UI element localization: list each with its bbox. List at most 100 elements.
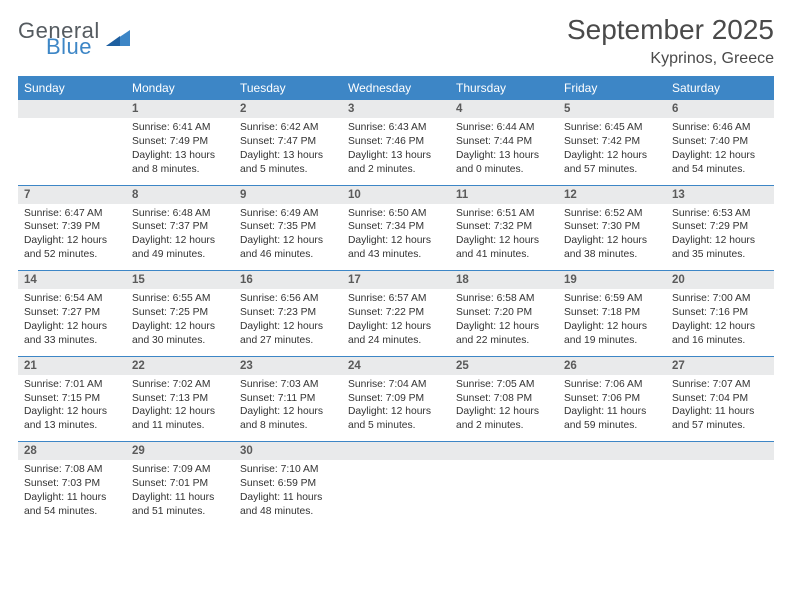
day-cell: [342, 460, 450, 527]
sunrise-text: Sunrise: 6:49 AM: [240, 207, 336, 221]
day-number: 6: [666, 100, 774, 118]
sunset-text: Sunset: 7:44 PM: [456, 135, 552, 149]
day2-text: and 43 minutes.: [348, 248, 444, 262]
sunset-text: Sunset: 7:30 PM: [564, 220, 660, 234]
day-number: 5: [558, 100, 666, 118]
day-cell: Sunrise: 7:00 AMSunset: 7:16 PMDaylight:…: [666, 289, 774, 356]
sunrise-text: Sunrise: 7:05 AM: [456, 378, 552, 392]
day1-text: Daylight: 12 hours: [672, 149, 768, 163]
sunrise-text: Sunrise: 7:04 AM: [348, 378, 444, 392]
sunrise-text: Sunrise: 6:48 AM: [132, 207, 228, 221]
day2-text: and 57 minutes.: [672, 419, 768, 433]
day-cell: Sunrise: 6:52 AMSunset: 7:30 PMDaylight:…: [558, 204, 666, 271]
day-number: 23: [234, 357, 342, 375]
sunrise-text: Sunrise: 6:53 AM: [672, 207, 768, 221]
sunset-text: Sunset: 7:40 PM: [672, 135, 768, 149]
day1-text: Daylight: 12 hours: [672, 234, 768, 248]
day-number: 13: [666, 186, 774, 204]
day-cell: Sunrise: 7:01 AMSunset: 7:15 PMDaylight:…: [18, 375, 126, 442]
day-number: 9: [234, 186, 342, 204]
sunrise-text: Sunrise: 7:02 AM: [132, 378, 228, 392]
day2-text: and 2 minutes.: [456, 419, 552, 433]
week-row: Sunrise: 6:47 AMSunset: 7:39 PMDaylight:…: [18, 204, 774, 272]
day1-text: Daylight: 11 hours: [240, 491, 336, 505]
sunrise-text: Sunrise: 6:57 AM: [348, 292, 444, 306]
day-cell: Sunrise: 6:53 AMSunset: 7:29 PMDaylight:…: [666, 204, 774, 271]
sunset-text: Sunset: 7:11 PM: [240, 392, 336, 406]
day-number-row: 14151617181920: [18, 271, 774, 289]
weekday-monday: Monday: [126, 76, 234, 100]
day1-text: Daylight: 12 hours: [456, 405, 552, 419]
day1-text: Daylight: 12 hours: [132, 320, 228, 334]
sunrise-text: Sunrise: 7:08 AM: [24, 463, 120, 477]
day1-text: Daylight: 12 hours: [240, 234, 336, 248]
day-number: [558, 442, 666, 460]
day2-text: and 0 minutes.: [456, 163, 552, 177]
day2-text: and 33 minutes.: [24, 334, 120, 348]
day-cell: Sunrise: 6:56 AMSunset: 7:23 PMDaylight:…: [234, 289, 342, 356]
day-number: 16: [234, 271, 342, 289]
day-cell: Sunrise: 6:41 AMSunset: 7:49 PMDaylight:…: [126, 118, 234, 185]
day2-text: and 2 minutes.: [348, 163, 444, 177]
day-number: 24: [342, 357, 450, 375]
day-cell: Sunrise: 7:03 AMSunset: 7:11 PMDaylight:…: [234, 375, 342, 442]
day-cell: [666, 460, 774, 527]
sunrise-text: Sunrise: 6:43 AM: [348, 121, 444, 135]
day-number: 21: [18, 357, 126, 375]
day-number: 17: [342, 271, 450, 289]
day-cell: Sunrise: 6:59 AMSunset: 7:18 PMDaylight:…: [558, 289, 666, 356]
day-cell: Sunrise: 7:09 AMSunset: 7:01 PMDaylight:…: [126, 460, 234, 527]
weekday-tuesday: Tuesday: [234, 76, 342, 100]
day1-text: Daylight: 12 hours: [348, 405, 444, 419]
week-row: Sunrise: 6:54 AMSunset: 7:27 PMDaylight:…: [18, 289, 774, 357]
day-cell: Sunrise: 6:45 AMSunset: 7:42 PMDaylight:…: [558, 118, 666, 185]
day2-text: and 41 minutes.: [456, 248, 552, 262]
sunrise-text: Sunrise: 6:59 AM: [564, 292, 660, 306]
weekday-wednesday: Wednesday: [342, 76, 450, 100]
day-number: 1: [126, 100, 234, 118]
day2-text: and 22 minutes.: [456, 334, 552, 348]
day1-text: Daylight: 13 hours: [348, 149, 444, 163]
day2-text: and 51 minutes.: [132, 505, 228, 519]
sunrise-text: Sunrise: 6:56 AM: [240, 292, 336, 306]
day-number: [450, 442, 558, 460]
day2-text: and 30 minutes.: [132, 334, 228, 348]
day1-text: Daylight: 12 hours: [348, 234, 444, 248]
day-number: 4: [450, 100, 558, 118]
day-number-row: 21222324252627: [18, 357, 774, 375]
day1-text: Daylight: 13 hours: [456, 149, 552, 163]
day1-text: Daylight: 12 hours: [132, 234, 228, 248]
logo-triangle-icon: [106, 28, 130, 51]
day-number: 8: [126, 186, 234, 204]
sunset-text: Sunset: 7:29 PM: [672, 220, 768, 234]
day-cell: Sunrise: 7:08 AMSunset: 7:03 PMDaylight:…: [18, 460, 126, 527]
day2-text: and 27 minutes.: [240, 334, 336, 348]
sunrise-text: Sunrise: 7:10 AM: [240, 463, 336, 477]
day-number: 26: [558, 357, 666, 375]
weekday-sunday: Sunday: [18, 76, 126, 100]
sunset-text: Sunset: 7:01 PM: [132, 477, 228, 491]
day2-text: and 54 minutes.: [24, 505, 120, 519]
day-cell: Sunrise: 6:43 AMSunset: 7:46 PMDaylight:…: [342, 118, 450, 185]
weekday-thursday: Thursday: [450, 76, 558, 100]
day1-text: Daylight: 12 hours: [24, 234, 120, 248]
sunrise-text: Sunrise: 6:44 AM: [456, 121, 552, 135]
sunrise-text: Sunrise: 6:46 AM: [672, 121, 768, 135]
sunset-text: Sunset: 7:09 PM: [348, 392, 444, 406]
day1-text: Daylight: 12 hours: [24, 405, 120, 419]
day-cell: Sunrise: 6:55 AMSunset: 7:25 PMDaylight:…: [126, 289, 234, 356]
day-cell: Sunrise: 7:06 AMSunset: 7:06 PMDaylight:…: [558, 375, 666, 442]
day-number: 27: [666, 357, 774, 375]
weekday-friday: Friday: [558, 76, 666, 100]
day2-text: and 38 minutes.: [564, 248, 660, 262]
sunrise-text: Sunrise: 6:51 AM: [456, 207, 552, 221]
day1-text: Daylight: 12 hours: [672, 320, 768, 334]
sunrise-text: Sunrise: 6:45 AM: [564, 121, 660, 135]
sunrise-text: Sunrise: 7:09 AM: [132, 463, 228, 477]
sunset-text: Sunset: 7:13 PM: [132, 392, 228, 406]
sunset-text: Sunset: 7:16 PM: [672, 306, 768, 320]
day1-text: Daylight: 11 hours: [132, 491, 228, 505]
day1-text: Daylight: 11 hours: [672, 405, 768, 419]
sunrise-text: Sunrise: 6:42 AM: [240, 121, 336, 135]
sunset-text: Sunset: 6:59 PM: [240, 477, 336, 491]
